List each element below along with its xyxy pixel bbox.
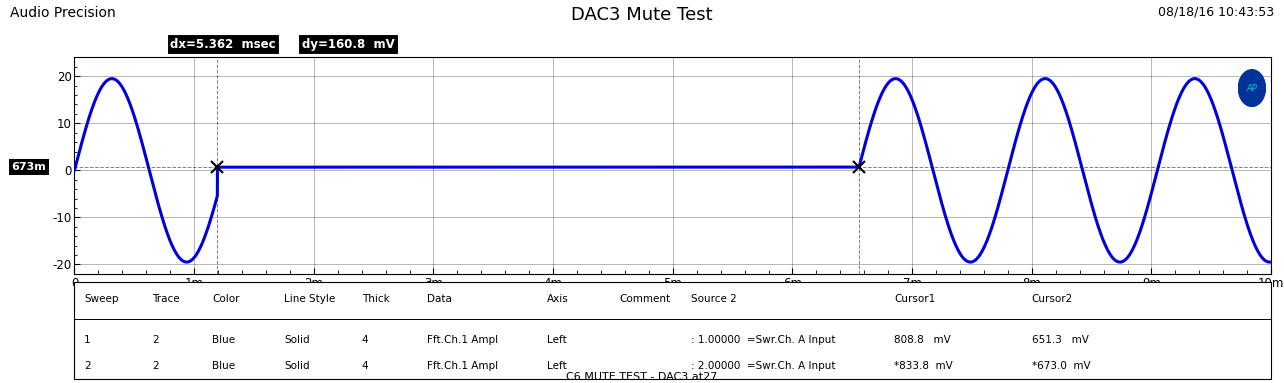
Text: *673.0  mV: *673.0 mV <box>1032 362 1090 372</box>
Text: 4: 4 <box>362 335 369 345</box>
Text: Left: Left <box>547 362 568 372</box>
Text: Fft.Ch.1 Ampl: Fft.Ch.1 Ampl <box>428 335 498 345</box>
Text: Cursor2: Cursor2 <box>1032 294 1073 304</box>
Text: 2: 2 <box>153 335 159 345</box>
Text: 2: 2 <box>83 362 91 372</box>
Y-axis label: V: V <box>35 161 49 170</box>
Text: Axis: Axis <box>547 294 569 304</box>
Text: Data: Data <box>428 294 452 304</box>
Text: 2: 2 <box>153 362 159 372</box>
Text: Sweep: Sweep <box>83 294 118 304</box>
Text: Blue: Blue <box>212 362 235 372</box>
Text: Cursor1: Cursor1 <box>894 294 936 304</box>
Text: Fft.Ch.1 Ampl: Fft.Ch.1 Ampl <box>428 362 498 372</box>
Text: C6 MUTE TEST - DAC3.at27: C6 MUTE TEST - DAC3.at27 <box>566 372 718 382</box>
Text: Blue: Blue <box>212 335 235 345</box>
FancyBboxPatch shape <box>74 282 1271 379</box>
Text: 4: 4 <box>362 362 369 372</box>
Text: Audio Precision: Audio Precision <box>10 6 116 20</box>
Text: Comment: Comment <box>619 294 670 304</box>
Text: Solid: Solid <box>284 335 309 345</box>
Text: AP: AP <box>1247 83 1257 93</box>
Text: Trace: Trace <box>153 294 180 304</box>
Text: Thick: Thick <box>362 294 389 304</box>
Text: *833.8  mV: *833.8 mV <box>894 362 953 372</box>
Text: Solid: Solid <box>284 362 309 372</box>
Text: 08/18/16 10:43:53: 08/18/16 10:43:53 <box>1158 6 1274 19</box>
Text: : 2.00000  =Swr.Ch. A Input: : 2.00000 =Swr.Ch. A Input <box>691 362 836 372</box>
Text: 1.194m: 1.194m <box>194 297 241 307</box>
Circle shape <box>1238 70 1266 106</box>
Text: dy=160.8  mV: dy=160.8 mV <box>302 38 394 51</box>
Text: Line Style: Line Style <box>284 294 335 304</box>
Text: Left: Left <box>547 335 568 345</box>
Text: 808.8   mV: 808.8 mV <box>894 335 951 345</box>
Text: DAC3 Mute Test: DAC3 Mute Test <box>571 6 713 24</box>
Text: 6.556m: 6.556m <box>836 297 882 307</box>
X-axis label: sec: sec <box>663 291 683 304</box>
Text: : 1.00000  =Swr.Ch. A Input: : 1.00000 =Swr.Ch. A Input <box>691 335 836 345</box>
Text: 673m: 673m <box>12 162 46 172</box>
Text: 651.3   mV: 651.3 mV <box>1032 335 1089 345</box>
Text: Color: Color <box>212 294 240 304</box>
Text: Source 2: Source 2 <box>691 294 737 304</box>
Text: dx=5.362  msec: dx=5.362 msec <box>171 38 276 51</box>
Text: 1: 1 <box>83 335 91 345</box>
